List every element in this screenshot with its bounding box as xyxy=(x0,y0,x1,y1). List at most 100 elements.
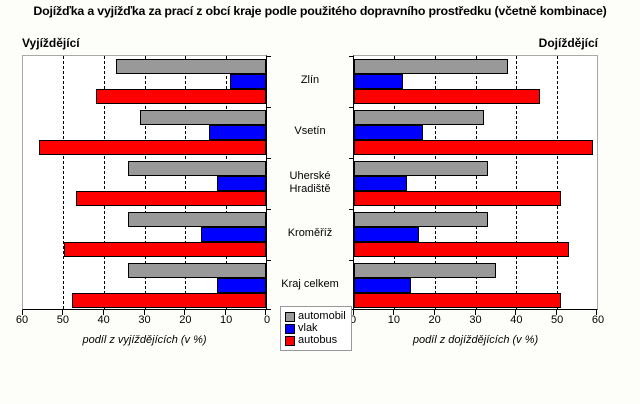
bar-vlak xyxy=(354,278,411,293)
legend-item: automobil xyxy=(285,311,346,322)
gridline xyxy=(103,56,105,309)
gridline xyxy=(184,56,186,309)
axis-tick-label: 10 xyxy=(387,314,400,326)
axis-tick xyxy=(183,310,185,315)
bar-autobus xyxy=(39,140,266,155)
right-plot-area xyxy=(349,55,598,315)
axis-tick xyxy=(22,310,23,315)
category-tick xyxy=(349,158,353,159)
bar-vlak xyxy=(354,125,423,140)
category-label: Vsetín xyxy=(294,125,326,137)
axis-tick-label: 0 xyxy=(263,314,271,326)
legend-item: vlak xyxy=(285,323,346,334)
right-axis-title: podíl z dojíždějících (v %) xyxy=(412,334,539,346)
category-tick xyxy=(267,107,271,108)
gridline xyxy=(556,56,558,309)
category-label: Uherské Hradiště xyxy=(289,169,331,195)
gridline xyxy=(63,56,65,309)
bar-group-Kraj celkem xyxy=(23,260,266,311)
axis-tick xyxy=(224,310,226,315)
bar-automobil xyxy=(354,263,496,278)
category-labels-column: Zlín Vsetín Uherské Hradiště Kroměříž Kraj c… xyxy=(267,55,353,310)
bar-group-Vsetín xyxy=(354,107,597,158)
bar-vlak xyxy=(209,125,266,140)
axis-tick xyxy=(353,310,354,315)
bar-autobus xyxy=(71,293,266,308)
category-tick xyxy=(349,56,353,57)
left-panel-header: Vyjíždějící xyxy=(22,36,80,50)
bar-autobus xyxy=(354,191,561,206)
axis-tick xyxy=(555,310,557,315)
bar-vlak xyxy=(217,278,266,293)
bar-vlak xyxy=(354,176,407,191)
axis-tick xyxy=(474,310,476,315)
axis-tick xyxy=(62,310,64,315)
bar-group-Kroměříž xyxy=(354,209,597,260)
bar-autobus xyxy=(354,293,561,308)
bar-autobus xyxy=(95,89,266,104)
axis-tick-label: 50 xyxy=(56,314,69,326)
bar-autobus xyxy=(354,140,593,155)
bar-group-Kraj celkem xyxy=(354,260,597,311)
legend-item: autobus xyxy=(285,335,346,346)
right-panel-header: Dojíždějící xyxy=(538,36,598,50)
bar-vlak xyxy=(217,176,266,191)
left-axis-title: podíl z vyjíždějících (v %) xyxy=(82,334,207,346)
axis-tick xyxy=(393,310,395,315)
bar-automobil xyxy=(140,110,266,125)
legend-label: automobil xyxy=(298,310,346,322)
legend-swatch-vlak xyxy=(285,323,295,334)
bar-automobil xyxy=(354,212,488,227)
axis-tick xyxy=(433,310,435,315)
axis-tick-label: 20 xyxy=(428,314,441,326)
axis-tick xyxy=(143,310,145,315)
category-tick xyxy=(267,309,271,310)
gridline xyxy=(144,56,146,309)
bar-group-Zlín xyxy=(354,56,597,107)
legend-label: autobus xyxy=(298,334,338,346)
axis-tick-label: 0 xyxy=(349,314,357,326)
bar-automobil xyxy=(116,59,266,74)
axis-tick-label: 10 xyxy=(220,314,233,326)
category-tick xyxy=(267,158,271,159)
bar-autobus xyxy=(354,89,541,104)
legend-box: automobil vlak autobus xyxy=(280,306,352,351)
category-tick xyxy=(349,209,353,210)
axis-tick xyxy=(514,310,516,315)
bar-group-Vsetín xyxy=(23,107,266,158)
bar-vlak xyxy=(354,227,419,242)
category-label: Zlín xyxy=(300,74,320,86)
axis-tick-label: 30 xyxy=(469,314,482,326)
bar-vlak xyxy=(354,74,403,89)
bar-vlak xyxy=(229,74,266,89)
category-tick xyxy=(349,260,353,261)
category-tick xyxy=(267,209,271,210)
category-label: Kraj celkem xyxy=(281,278,339,290)
axis-tick-label: 50 xyxy=(551,314,564,326)
bar-autobus xyxy=(354,242,569,257)
axis-tick-label: 40 xyxy=(510,314,523,326)
bar-vlak xyxy=(201,227,266,242)
bar-automobil xyxy=(354,59,508,74)
bar-group-Kroměříž xyxy=(23,209,266,260)
axis-tick xyxy=(596,310,597,315)
bar-group-Uherské Hradiště xyxy=(23,158,266,209)
category-tick xyxy=(267,56,271,57)
chart-title: Dojížďka a vyjížďka za prací z obcí kraj… xyxy=(33,4,607,18)
legend-swatch-autobus xyxy=(285,335,295,346)
left-axis-tick-labels: 60 50 40 30 20 10 0 xyxy=(16,314,271,328)
bar-automobil xyxy=(128,161,266,176)
bar-autobus xyxy=(63,242,266,257)
bar-automobil xyxy=(354,161,488,176)
right-axis-tick-labels: 0 10 20 30 40 50 60 xyxy=(349,314,604,328)
gridline xyxy=(515,56,517,309)
axis-tick xyxy=(265,310,266,315)
axis-tick-label: 20 xyxy=(179,314,192,326)
bar-group-Uherské Hradiště xyxy=(354,158,597,209)
bar-autobus xyxy=(75,191,266,206)
category-tick xyxy=(349,107,353,108)
category-tick xyxy=(267,260,271,261)
bar-automobil xyxy=(354,110,484,125)
bar-automobil xyxy=(128,212,266,227)
